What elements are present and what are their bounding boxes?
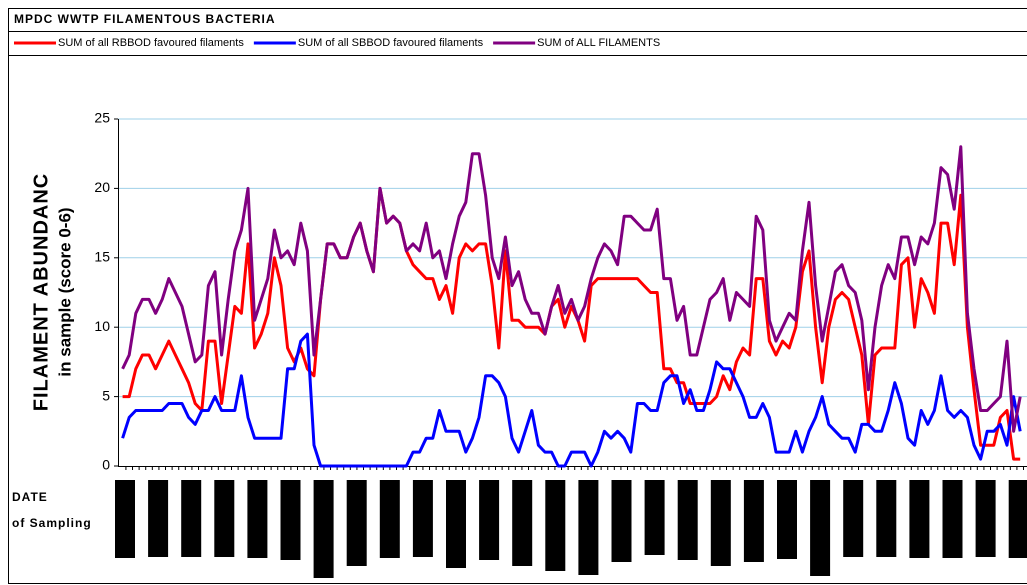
- date-redaction: [975, 480, 996, 557]
- date-redaction: [909, 480, 930, 558]
- date-redaction: [148, 480, 169, 557]
- date-redaction: [644, 480, 665, 555]
- y-tick-label: 25: [94, 110, 110, 126]
- date-redaction: [446, 480, 466, 568]
- x-axis-title: of Sampling: [12, 516, 92, 530]
- y-tick-label: 10: [94, 318, 110, 334]
- y-tick-label: 5: [102, 387, 110, 403]
- legend-label: SUM of ALL FILAMENTS: [537, 37, 660, 49]
- date-redaction: [379, 480, 400, 558]
- x-axis-title: DATE: [12, 490, 48, 504]
- legend-label: SUM of all SBBOD favoured filaments: [298, 37, 484, 49]
- date-redaction: [412, 480, 433, 557]
- y-tick-label: 20: [94, 179, 110, 195]
- date-redaction: [247, 480, 268, 558]
- chart-title: MPDC WWTP FILAMENTOUS BACTERIA: [14, 12, 276, 26]
- date-redaction: [512, 480, 533, 566]
- date-redaction: [942, 480, 963, 558]
- y-tick-label: 0: [102, 457, 110, 473]
- series-line: [121, 145, 1022, 433]
- date-redaction: [181, 480, 202, 557]
- date-redaction: [710, 480, 731, 566]
- date-redaction: [876, 480, 897, 557]
- y-axis-title: in sample (score 0-6): [55, 207, 74, 376]
- date-redaction: [1008, 480, 1027, 558]
- date-redaction: [843, 480, 864, 557]
- date-redaction: [777, 480, 797, 559]
- date-redaction: [743, 480, 764, 562]
- date-redactions: [115, 480, 1027, 578]
- y-tick-label: 15: [94, 249, 110, 265]
- y-axis-title: FILAMENT ABUNDANC: [30, 173, 52, 411]
- date-redaction: [810, 480, 831, 576]
- date-redaction: [545, 480, 566, 571]
- date-redaction: [578, 480, 599, 575]
- series-line: [122, 186, 1021, 461]
- series-line: [121, 332, 1022, 468]
- date-redaction: [611, 480, 632, 562]
- date-redaction: [479, 480, 500, 560]
- legend-label: SUM of all RBBOD favoured filaments: [58, 37, 244, 49]
- date-redaction: [115, 480, 135, 558]
- date-redaction: [214, 480, 235, 557]
- date-redaction: [313, 480, 334, 578]
- date-redaction: [346, 480, 367, 566]
- date-redaction: [677, 480, 698, 560]
- date-redaction: [280, 480, 301, 560]
